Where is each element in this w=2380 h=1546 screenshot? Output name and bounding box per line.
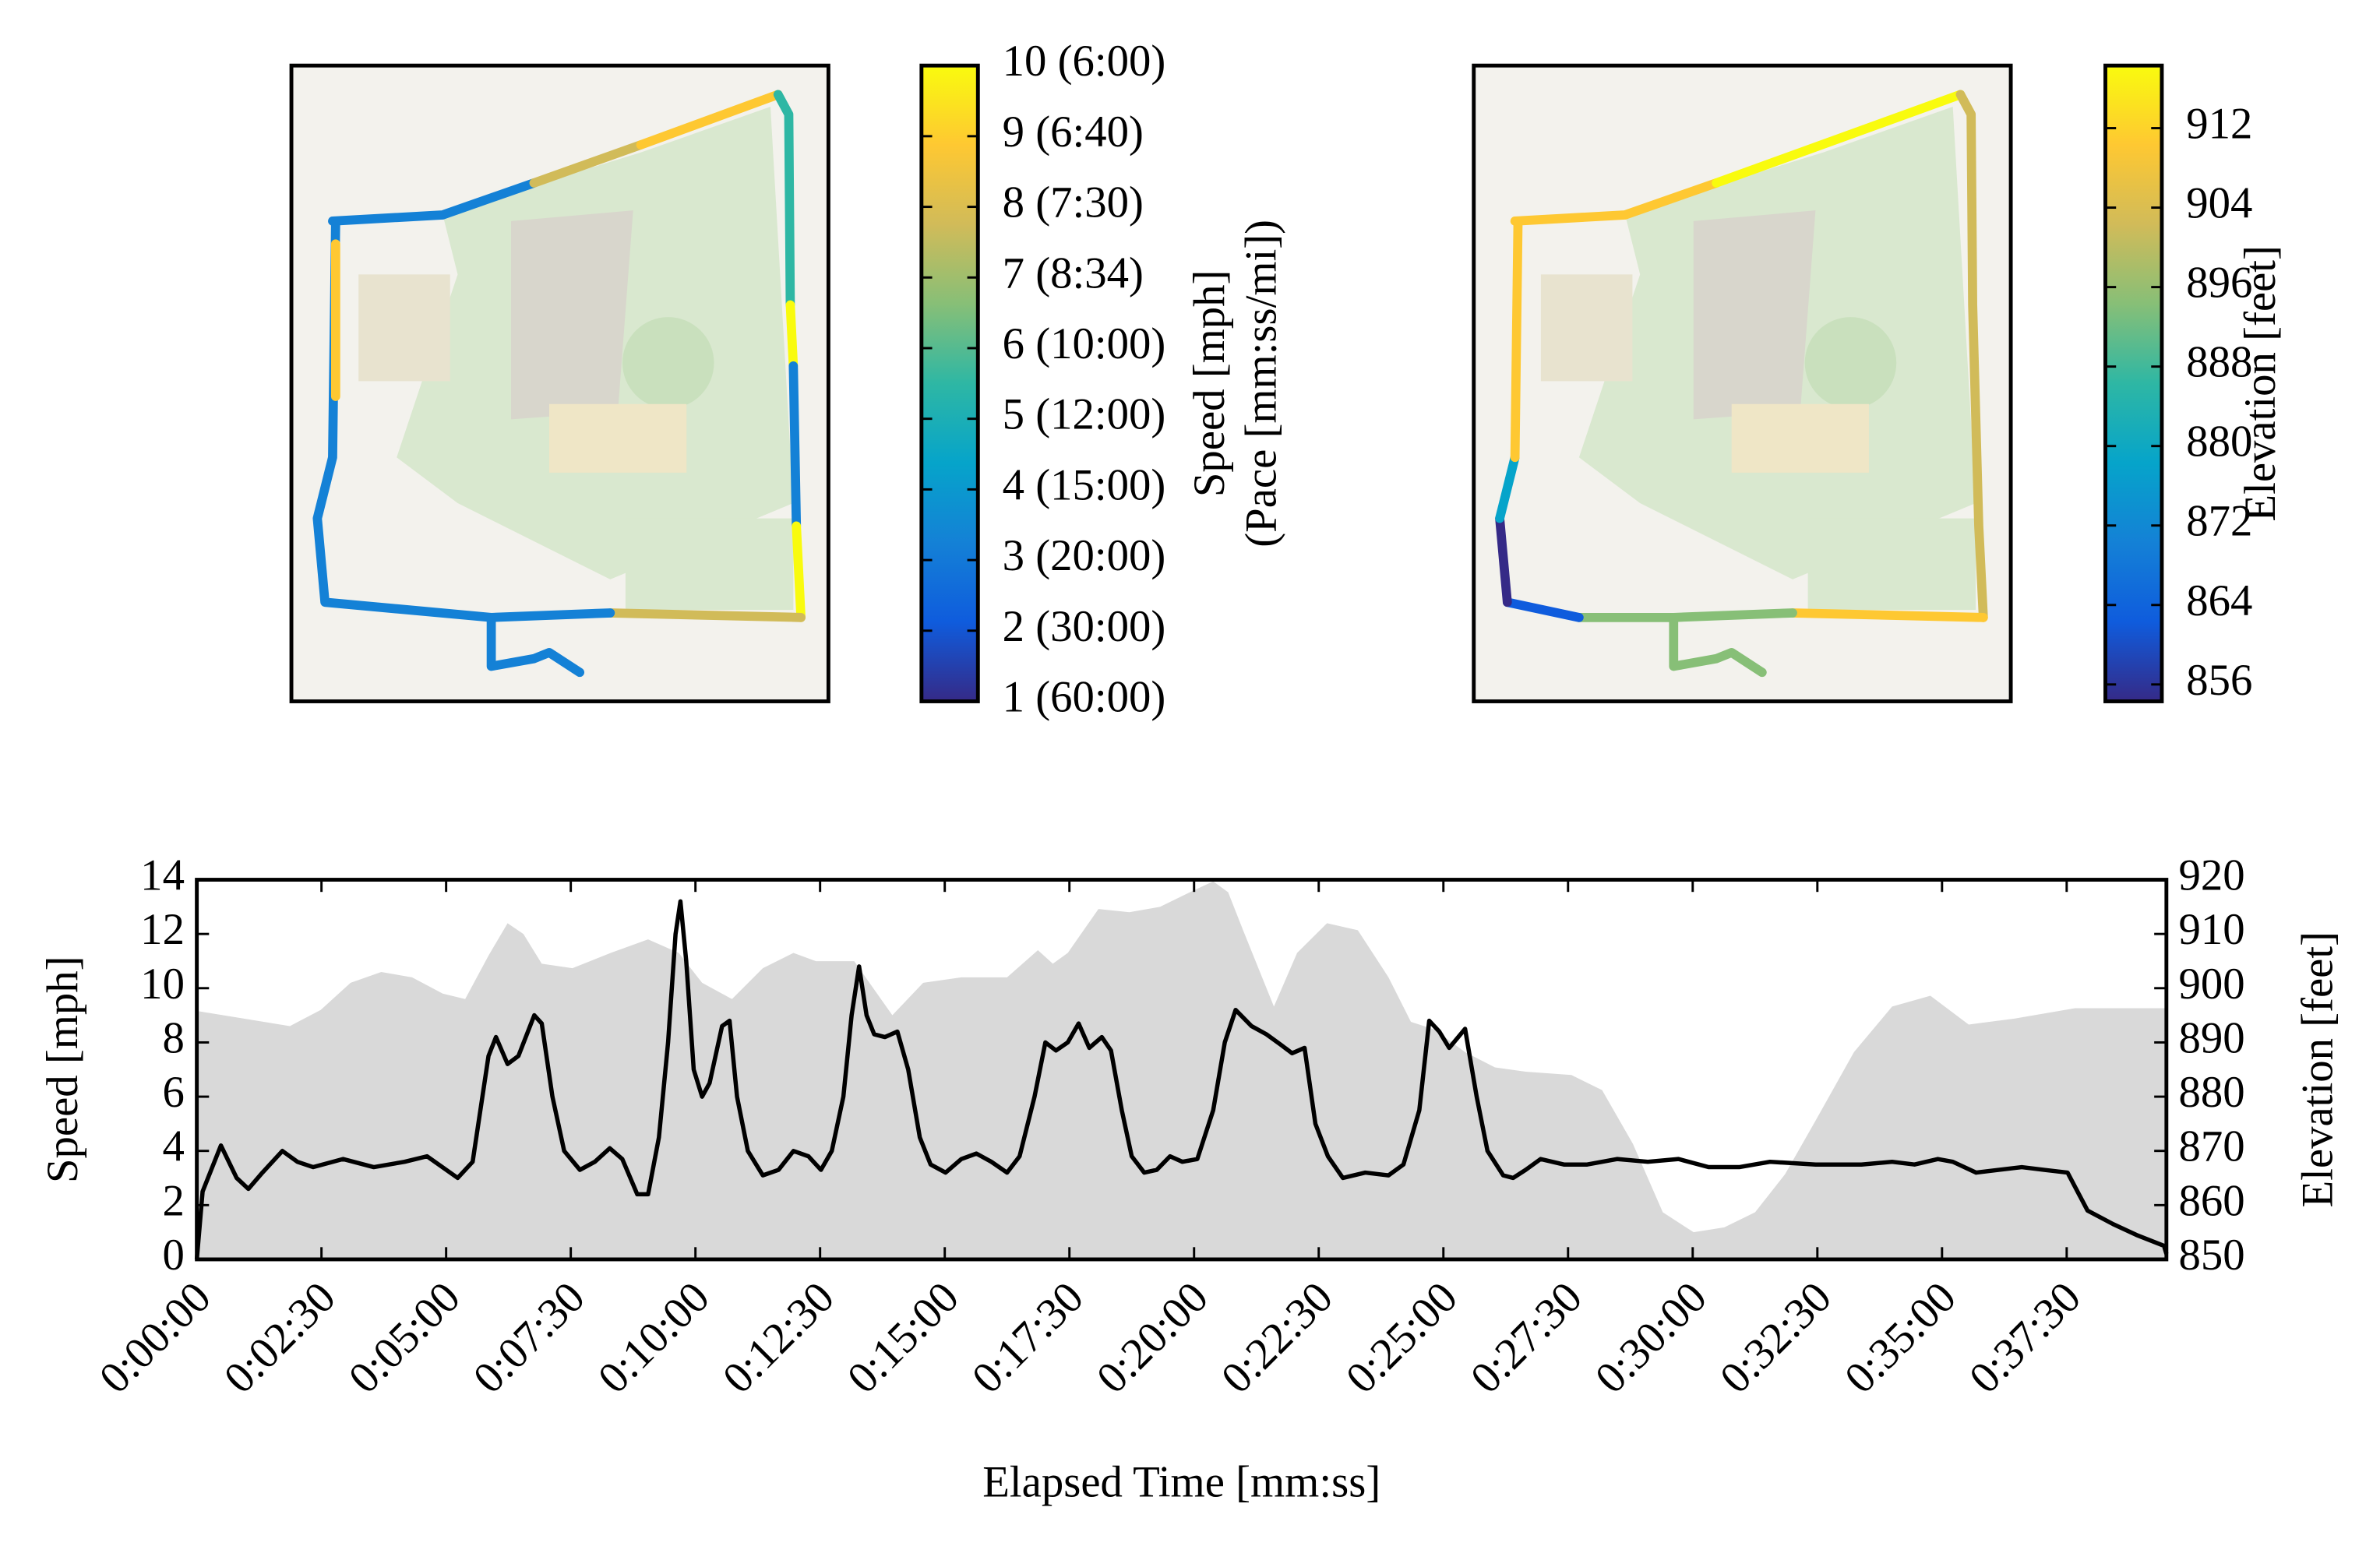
- y-tick-label: 0: [163, 1231, 185, 1280]
- route: [312, 216, 615, 622]
- colorbar-tick-label: 872: [2186, 497, 2252, 546]
- route: [1495, 453, 1520, 523]
- x-tick-label: 0:30:00: [1586, 1273, 1716, 1403]
- colorbar-tick-label: 10 (6:00): [1003, 37, 1166, 86]
- colorbar-tick-label: 2 (30:00): [1003, 602, 1166, 651]
- y2-tick-label: 880: [2179, 1068, 2245, 1117]
- y2-axis-label: Elevation [feet]: [2294, 931, 2343, 1208]
- route: [636, 90, 783, 150]
- x-tick-label: 0:37:30: [1960, 1273, 2090, 1403]
- y2-tick-label: 850: [2179, 1231, 2245, 1280]
- y-tick-label: 2: [163, 1176, 185, 1225]
- route: [486, 612, 585, 678]
- route: [529, 140, 646, 188]
- route: [773, 90, 795, 310]
- elevation-area: [196, 881, 2167, 1259]
- x-tick-label: 0:27:30: [1461, 1273, 1592, 1403]
- colorbar-tick-label: 8 (7:30): [1003, 178, 1144, 227]
- x-tick-label: 0:02:30: [215, 1273, 345, 1403]
- y2-tick-label: 870: [2179, 1122, 2245, 1171]
- x-tick-label: 0:10:00: [589, 1273, 719, 1403]
- x-tick-label: 0:17:30: [963, 1273, 1093, 1403]
- route: [1495, 513, 1512, 607]
- route: [788, 361, 802, 531]
- x-tick-label: 0:20:00: [1088, 1273, 1218, 1403]
- map-field: [1804, 317, 1897, 409]
- colorbar: [2103, 63, 2164, 703]
- route: [1510, 216, 1523, 463]
- y-tick-label: 6: [163, 1068, 185, 1117]
- x-tick-label: 0:25:00: [1337, 1273, 1467, 1403]
- map-building: [549, 403, 687, 473]
- map-frame: [1472, 63, 2013, 703]
- colorbar-tick-label: 880: [2186, 417, 2252, 467]
- map-field: [511, 210, 633, 420]
- x-tick-label: 0:22:30: [1212, 1273, 1342, 1403]
- y2-tick-label: 890: [2179, 1013, 2245, 1062]
- route: [785, 300, 799, 371]
- y-tick-label: 12: [140, 905, 185, 954]
- colorbar: [919, 63, 980, 703]
- colorbar-tick-label: 896: [2186, 259, 2252, 308]
- y-tick-label: 8: [163, 1013, 185, 1062]
- colorbar-tick-label: 6 (10:00): [1003, 319, 1166, 368]
- route: [1669, 612, 1767, 678]
- map-field: [622, 317, 714, 409]
- y2-tick-label: 900: [2179, 960, 2245, 1009]
- route: [328, 178, 539, 226]
- colorbar-tick-label: 4 (15:00): [1003, 460, 1166, 509]
- colorbar-tick-label: 7 (8:34): [1003, 248, 1144, 298]
- map-frame: [289, 63, 830, 703]
- route: [1788, 608, 1988, 622]
- axes-frame: [195, 878, 2169, 1262]
- map-left: [289, 63, 830, 703]
- colorbar-tick-label: 9 (6:40): [1003, 107, 1144, 157]
- colorbar-tick-label: 912: [2186, 100, 2252, 149]
- colorbar-tick-label: 864: [2186, 576, 2252, 625]
- x-tick-label: 0:05:00: [340, 1273, 470, 1403]
- x-axis-label: Elapsed Time [mm:ss]: [982, 1458, 1380, 1507]
- colorbar-tick-label: 5 (12:00): [1003, 390, 1166, 439]
- map-right: [1472, 63, 2013, 703]
- colorbar-label: Speed [mph]: [1185, 270, 1234, 498]
- map-park: [1807, 518, 1976, 611]
- map-building: [358, 274, 450, 382]
- colorbar-tick-label: 3 (20:00): [1003, 531, 1166, 580]
- y-axis-label: Speed [mph]: [38, 956, 87, 1183]
- y-tick-label: 14: [140, 851, 185, 900]
- route: [1502, 597, 1584, 622]
- colorbar-label: (Pace [mm:ss/mi]): [1236, 220, 1285, 548]
- speed-line: [194, 899, 2169, 1260]
- colorbar-tick-label: 1 (60:00): [1003, 673, 1166, 722]
- map-field: [1693, 210, 1816, 420]
- colorbar-tick-label: 856: [2186, 656, 2252, 705]
- colorbar-tick-label: 888: [2186, 338, 2252, 387]
- route: [1510, 178, 1721, 226]
- x-tick-label: 0:12:30: [714, 1273, 844, 1403]
- x-tick-label: 0:35:00: [1835, 1273, 1966, 1403]
- route: [1574, 608, 1797, 622]
- y2-tick-label: 920: [2179, 851, 2245, 900]
- x-tick-label: 0:15:00: [838, 1273, 968, 1403]
- y-tick-label: 4: [163, 1122, 185, 1171]
- y2-tick-label: 910: [2179, 905, 2245, 954]
- route: [1955, 90, 1988, 622]
- map-park: [625, 518, 794, 611]
- x-tick-label: 0:07:30: [464, 1273, 594, 1403]
- route: [605, 608, 806, 622]
- colorbar-label: Elevation [feet]: [2236, 245, 2285, 522]
- map-building: [1731, 403, 1869, 473]
- x-tick-label: 0:00:00: [90, 1273, 220, 1403]
- map-building: [1540, 274, 1633, 382]
- y2-tick-label: 860: [2179, 1176, 2245, 1225]
- route: [1712, 90, 1966, 188]
- x-tick-label: 0:32:30: [1711, 1273, 1841, 1403]
- y-tick-label: 10: [140, 960, 185, 1009]
- colorbar-tick-label: 904: [2186, 179, 2252, 228]
- route: [792, 521, 806, 622]
